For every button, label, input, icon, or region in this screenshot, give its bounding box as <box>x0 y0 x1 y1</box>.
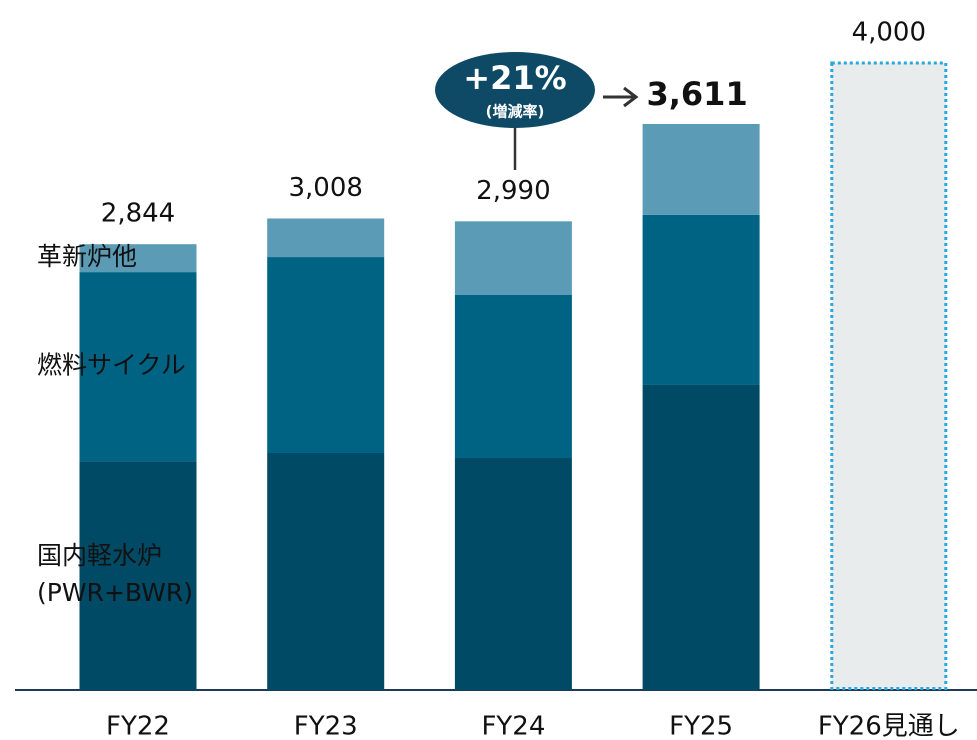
series-label: 革新炉他 <box>37 242 137 271</box>
bar-segment <box>267 452 385 690</box>
bar-segment <box>642 384 760 690</box>
bar-segment <box>267 218 385 258</box>
bar-segment <box>642 214 760 385</box>
bar-segment <box>642 123 760 215</box>
annotation-arrow <box>603 86 639 108</box>
x-tick-label: FY25 <box>669 712 733 740</box>
bar-segment <box>79 272 197 462</box>
annotation-subtext: (増減率) <box>486 103 545 121</box>
total-label: 4,000 <box>852 18 926 48</box>
bar-segment <box>267 257 385 453</box>
bar-segment <box>454 294 572 459</box>
total-label: 3,611 <box>646 75 747 113</box>
bar-segment <box>454 458 572 690</box>
annotation-bubble <box>435 52 595 128</box>
total-label: 2,990 <box>476 176 550 206</box>
x-tick-label: FY24 <box>481 712 545 740</box>
bar-segment <box>454 221 572 295</box>
x-tick-label: FY26見通し <box>818 712 960 740</box>
series-label: 国内軽水炉(PWR+BWR) <box>37 541 193 607</box>
total-label: 3,008 <box>288 173 362 203</box>
bar-segment <box>79 461 197 690</box>
total-label: 2,844 <box>101 199 175 229</box>
bar-segment <box>79 244 197 273</box>
series-label: 燃料サイクル <box>37 351 186 380</box>
x-tick-label: FY23 <box>294 712 358 740</box>
annotation-text: +21% <box>463 59 566 97</box>
forecast-bar <box>830 61 948 690</box>
x-tick-label: FY22 <box>106 712 170 740</box>
